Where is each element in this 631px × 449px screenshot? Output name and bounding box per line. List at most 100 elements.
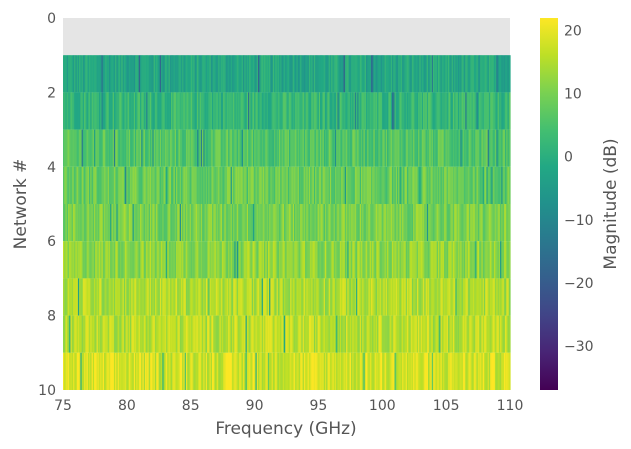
heatmap-cell xyxy=(210,241,213,279)
heatmap-cell xyxy=(95,278,98,316)
heatmap-cell xyxy=(80,278,83,316)
heatmap-cell xyxy=(100,166,103,204)
heatmap-cell xyxy=(188,352,191,390)
heatmap-cell xyxy=(152,129,155,167)
heatmap-cell xyxy=(239,315,242,353)
heatmap-cell xyxy=(403,352,406,390)
heatmap-cell xyxy=(477,204,480,242)
heatmap-cell xyxy=(189,315,192,353)
heatmap-cell xyxy=(502,55,505,93)
heatmap-cell xyxy=(502,204,505,242)
heatmap-cell xyxy=(132,166,135,204)
heatmap-cell xyxy=(250,352,253,390)
heatmap-cell xyxy=(172,315,175,353)
heatmap-cell xyxy=(506,241,509,279)
heatmap-cell xyxy=(95,129,98,167)
heatmap-cell xyxy=(130,278,132,316)
heatmap-cell xyxy=(344,241,347,279)
heatmap-cell xyxy=(224,241,227,279)
heatmap-cell xyxy=(89,278,91,316)
heatmap-cell xyxy=(147,55,150,93)
heatmap-cell xyxy=(236,315,239,353)
heatmap-cell xyxy=(502,92,505,130)
heatmap-cell xyxy=(116,55,119,93)
heatmap-cell xyxy=(244,204,247,242)
heatmap-cell xyxy=(326,278,329,316)
heatmap-cell xyxy=(426,55,429,93)
heatmap-cell xyxy=(164,315,167,353)
heatmap-cell xyxy=(96,55,99,93)
heatmap-cell xyxy=(287,204,290,242)
heatmap-cell xyxy=(182,129,185,167)
heatmap-cell xyxy=(281,204,284,242)
heatmap-cell xyxy=(477,92,480,130)
heatmap-cell xyxy=(327,92,330,130)
heatmap-cell xyxy=(82,204,85,242)
heatmap-cell xyxy=(454,278,456,316)
heatmap-cell xyxy=(229,92,232,130)
heatmap-cell xyxy=(339,129,342,167)
heatmap-cell xyxy=(421,92,424,130)
heatmap-cell xyxy=(455,241,458,279)
heatmap-cell xyxy=(92,315,95,353)
heatmap-cell xyxy=(159,352,162,390)
heatmap-cell xyxy=(507,352,510,390)
heatmap-cell xyxy=(244,241,247,279)
heatmap-cell xyxy=(112,92,115,130)
heatmap-cell xyxy=(444,204,447,242)
heatmap-cell xyxy=(79,55,81,93)
heatmap-cell xyxy=(472,241,475,279)
heatmap-cell xyxy=(397,55,399,93)
heatmap-cell xyxy=(392,241,394,279)
heatmap-cell xyxy=(315,352,317,390)
heatmap-cell xyxy=(324,278,327,316)
heatmap-cell xyxy=(425,241,428,279)
heatmap-cell xyxy=(238,55,240,93)
heatmap-cell xyxy=(264,241,266,279)
heatmap-cell xyxy=(487,166,490,204)
heatmap-cell xyxy=(245,315,248,353)
heatmap-cell xyxy=(118,204,121,242)
heatmap-cell xyxy=(131,129,134,167)
heatmap-cell xyxy=(97,166,100,204)
heatmap-cell xyxy=(296,166,299,204)
heatmap-cell xyxy=(327,315,330,353)
heatmap-cell xyxy=(257,129,260,167)
heatmap-cell xyxy=(282,352,285,390)
heatmap-cell xyxy=(96,352,99,390)
heatmap-cell xyxy=(280,315,283,353)
heatmap-cell xyxy=(141,204,144,242)
heatmap-cell xyxy=(153,315,156,353)
heatmap-cell xyxy=(81,166,84,204)
heatmap-cell xyxy=(166,129,168,167)
heatmap-cell xyxy=(416,204,419,242)
heatmap-cell xyxy=(111,204,114,242)
heatmap-cell xyxy=(101,129,104,167)
heatmap-cell xyxy=(115,166,117,204)
heatmap-cell xyxy=(481,92,484,130)
heatmap-cell xyxy=(369,92,372,130)
heatmap-cell xyxy=(450,129,453,167)
heatmap-cell xyxy=(431,204,434,242)
heatmap-cell xyxy=(212,129,214,167)
heatmap-cell xyxy=(63,129,65,167)
heatmap-cell xyxy=(167,129,170,167)
heatmap-cell xyxy=(151,352,153,390)
heatmap-cell xyxy=(125,166,127,204)
heatmap-cell xyxy=(139,55,142,93)
heatmap-cell xyxy=(380,241,383,279)
heatmap-cell xyxy=(116,92,119,130)
heatmap-cell xyxy=(440,278,443,316)
heatmap-cell xyxy=(482,129,485,167)
heatmap-cell xyxy=(249,129,252,167)
heatmap-cell xyxy=(190,92,193,130)
heatmap-cell xyxy=(75,315,78,353)
heatmap-cell xyxy=(231,241,234,279)
heatmap-cell xyxy=(318,278,321,316)
heatmap-cell xyxy=(248,315,250,353)
heatmap-cell xyxy=(321,315,324,353)
heatmap-cell xyxy=(418,166,420,204)
heatmap-cell xyxy=(467,166,470,204)
heatmap-cell xyxy=(126,278,129,316)
heatmap-cell xyxy=(257,241,260,279)
